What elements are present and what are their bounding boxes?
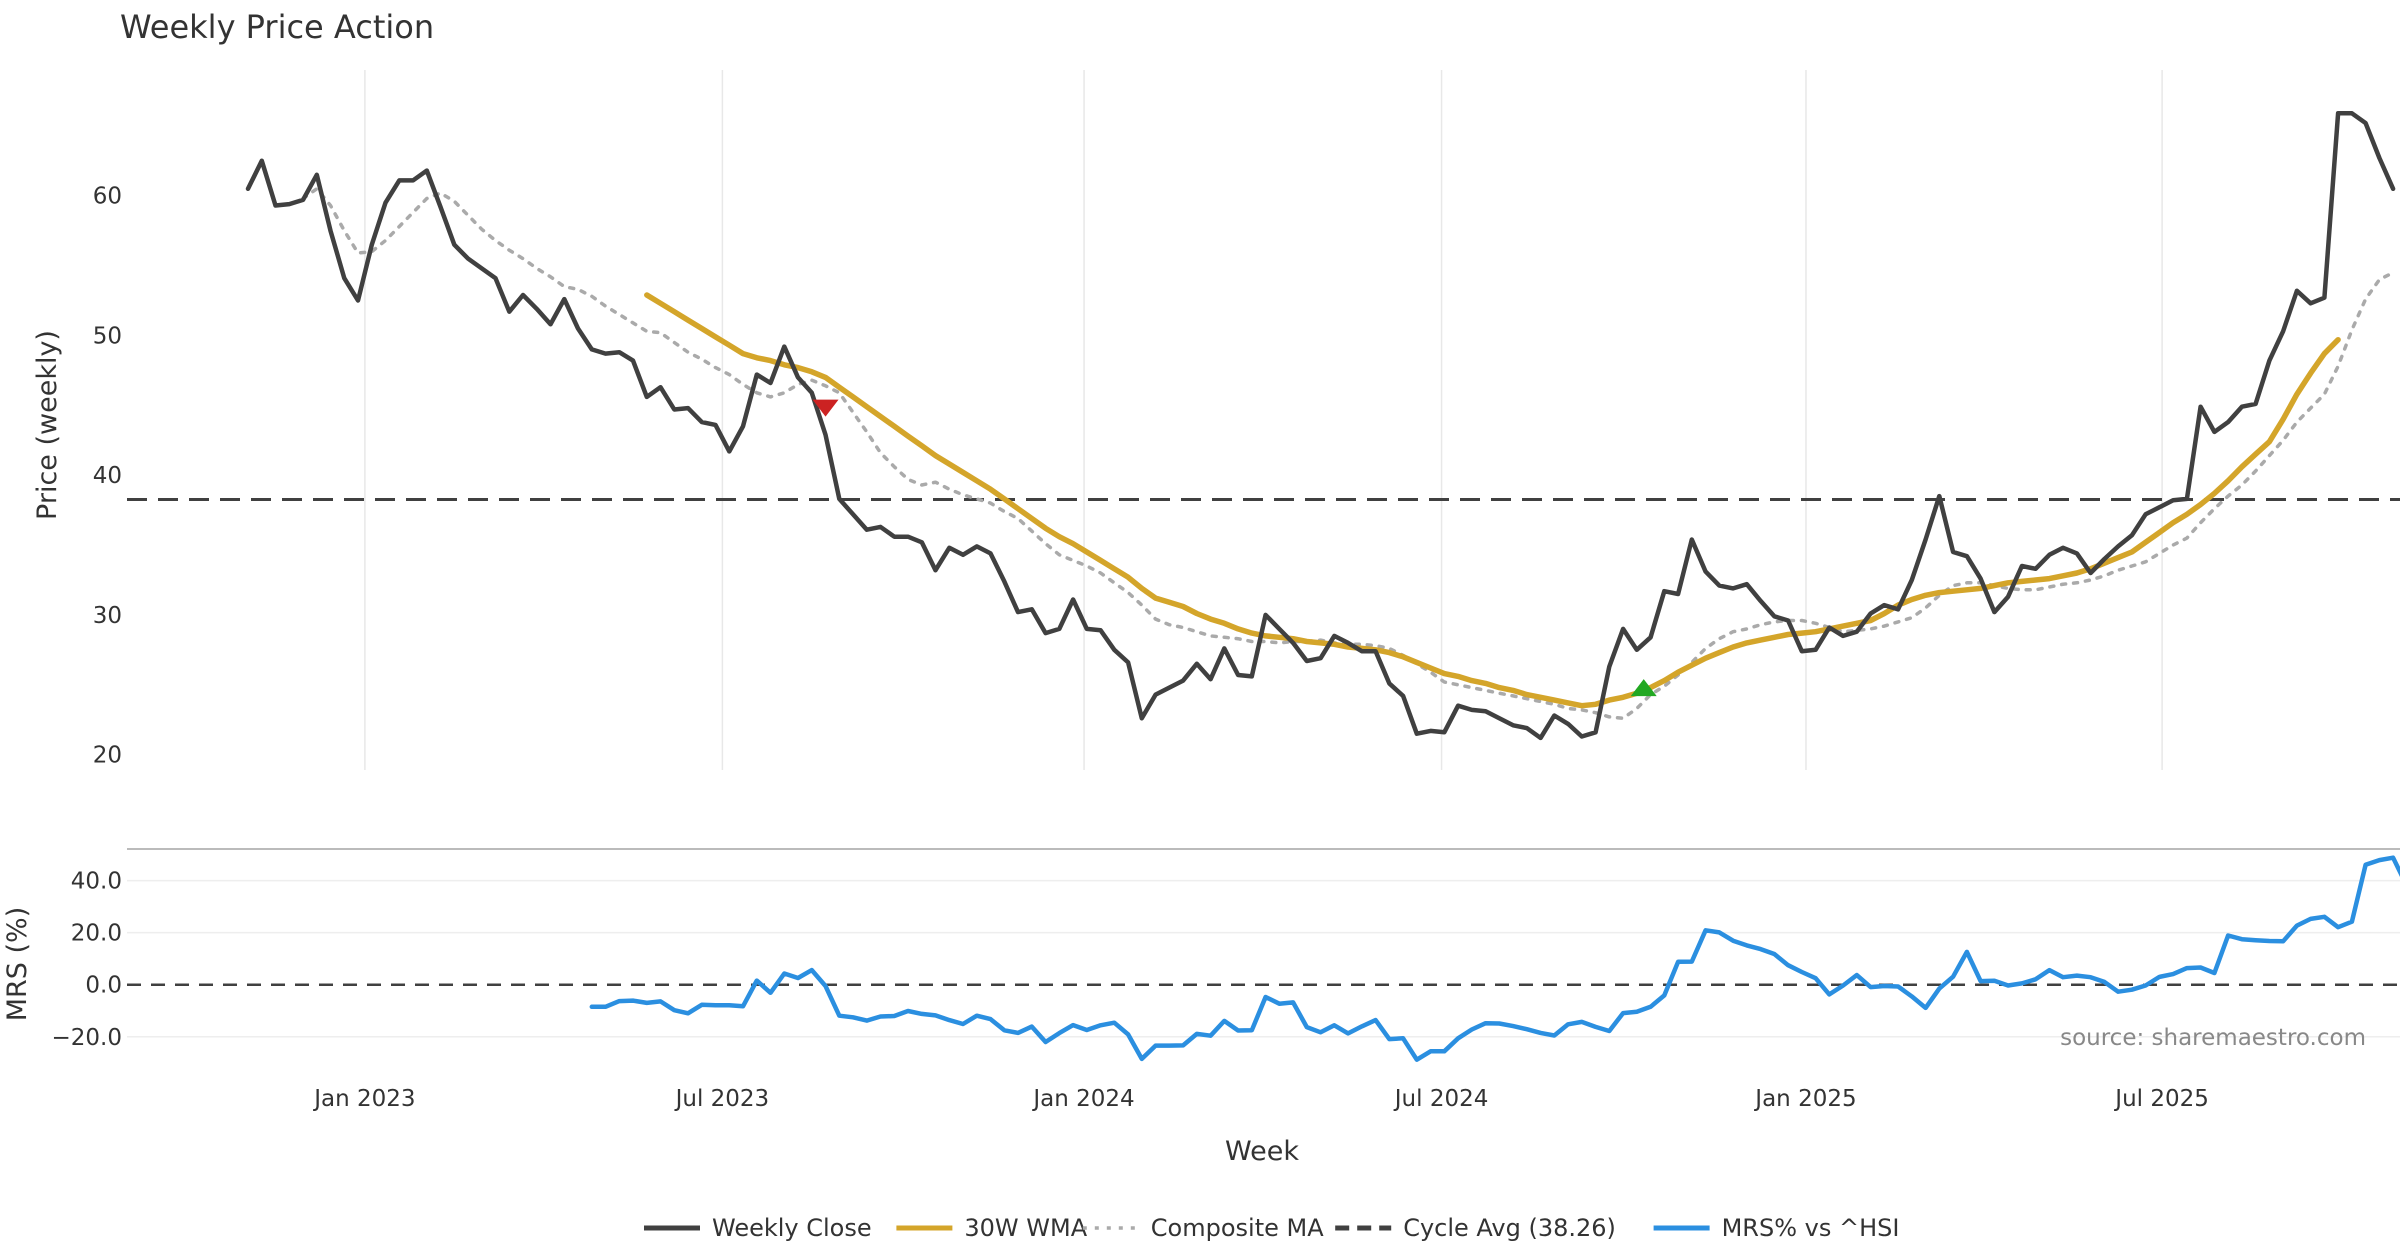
legend-item-mrs-vs-hsi: MRS% vs ^HSI	[1653, 1214, 1900, 1242]
price-y-tick-60: 60	[93, 184, 122, 210]
legend-label-30w-wma: 30W WMA	[964, 1214, 1087, 1242]
price-y-axis-title: Price (weekly)	[32, 330, 63, 520]
legend-item-weekly-close: Weekly Close	[644, 1214, 872, 1242]
legend: Weekly Close 30W WMA Composite MA Cycle Avg…	[644, 1214, 1899, 1242]
mrs-y-tick-0: 0.0	[85, 973, 122, 999]
legend-label-cycle-avg-38-26: Cycle Avg (38.26)	[1403, 1214, 1616, 1242]
mrs-y-tick-20: −20.0	[52, 1025, 122, 1051]
x-tick-jan-2023: Jan 2023	[312, 1086, 415, 1112]
chart-title: Weekly Price Action	[120, 8, 434, 46]
x-tick-jan-2025: Jan 2025	[1753, 1086, 1856, 1112]
mrs-y-tick-20: 20.0	[71, 921, 122, 947]
x-tick-jul-2025: Jul 2025	[2113, 1086, 2209, 1112]
series-mrs-vs-hsi	[589, 855, 2400, 1062]
mrs-y-tick-40: 40.0	[71, 869, 122, 895]
x-tick-jul-2024: Jul 2024	[1393, 1086, 1489, 1112]
x-tick-jul-2023: Jul 2023	[674, 1086, 770, 1112]
legend-label-weekly-close: Weekly Close	[712, 1214, 872, 1242]
series-composite-ma	[301, 187, 2395, 721]
series-weekly-close	[245, 111, 2396, 741]
legend-item-cycle-avg-38-26: Cycle Avg (38.26)	[1335, 1214, 1616, 1242]
price-y-tick-20: 20	[93, 743, 122, 769]
series-30w-wma	[644, 292, 2341, 709]
price-y-tick-30: 30	[93, 603, 122, 629]
legend-item-composite-ma: Composite MA	[1082, 1214, 1324, 1242]
price-y-tick-50: 50	[93, 323, 122, 349]
price-panel: 20 30 40 50 60 Price (weekly)	[32, 70, 2400, 770]
legend-label-mrs-vs-hsi: MRS% vs ^HSI	[1722, 1214, 1900, 1242]
x-axis-title: Week	[1225, 1136, 1299, 1167]
buy-signal-marker	[1630, 679, 1657, 697]
mrs-panel: −20.0 0.0 20.0 40.0 MRS (%) source: sharema…	[2, 855, 2400, 1062]
source-note: source: sharemaestro.com	[2060, 1025, 2366, 1051]
price-y-tick-40: 40	[93, 463, 122, 489]
sell-signal-marker	[812, 399, 839, 417]
legend-item-30w-wma: 30W WMA	[896, 1214, 1088, 1242]
legend-label-composite-ma: Composite MA	[1151, 1214, 1324, 1242]
x-tick-jan-2024: Jan 2024	[1031, 1086, 1134, 1112]
mrs-y-axis-title: MRS (%)	[2, 907, 33, 1022]
